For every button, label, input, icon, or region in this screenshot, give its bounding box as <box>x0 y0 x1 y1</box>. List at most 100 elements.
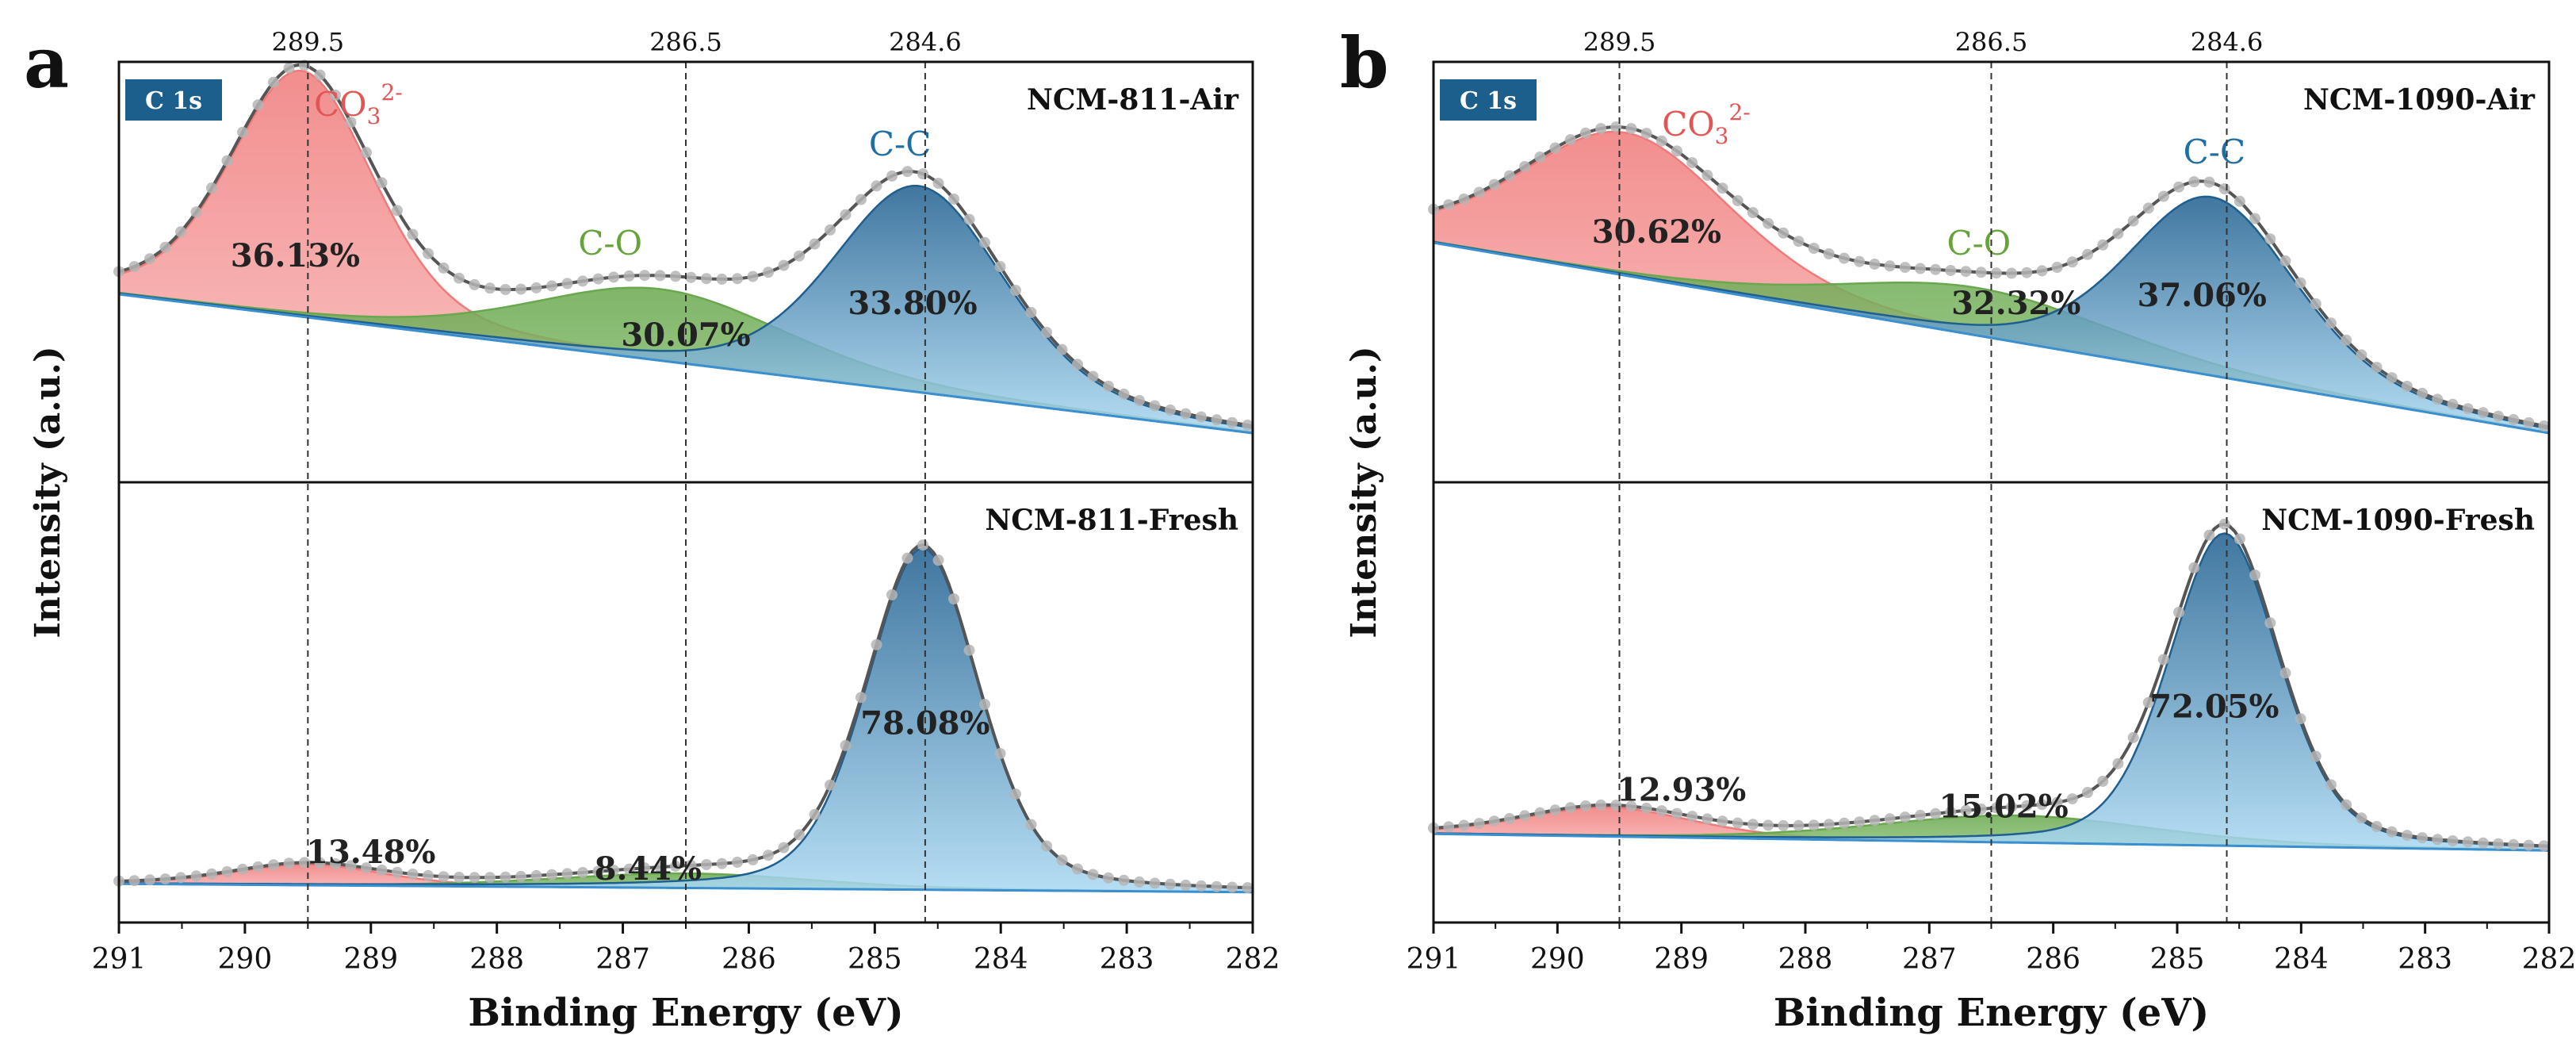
subplot-NCM-1090-Air: NCM-1090-Air 30.62% 32.32% 37.06% CO32- C-O C-… <box>1428 83 2551 435</box>
data-point <box>1869 259 1881 270</box>
data-point <box>948 193 959 205</box>
data-point <box>2523 839 2535 851</box>
data-point <box>1165 878 1176 890</box>
data-point <box>175 226 186 238</box>
data-point <box>2295 277 2306 289</box>
data-point <box>2371 821 2383 832</box>
data-point <box>825 779 836 791</box>
data-point <box>1930 263 1942 275</box>
data-point <box>1025 819 1037 830</box>
subplot-NCM-1090-Fresh: NCM-1090-Fresh 12.93% 15.02% 72.05% <box>1428 504 2551 852</box>
panel-letter: a <box>24 21 69 104</box>
data-point <box>1087 370 1099 382</box>
peak-percent-label: 8.44% <box>595 850 702 888</box>
data-point <box>1975 267 1987 278</box>
x-tick-label: 289 <box>343 943 398 976</box>
data-point <box>794 250 805 262</box>
data-point <box>763 850 774 861</box>
data-point <box>2051 796 2063 808</box>
data-point <box>221 866 233 877</box>
data-point <box>1227 881 1238 893</box>
data-point <box>917 168 928 180</box>
data-point <box>546 280 557 292</box>
data-point <box>1625 123 1637 135</box>
data-point <box>2188 562 2200 573</box>
data-point <box>840 739 852 751</box>
reference-line-label: 284.6 <box>2191 27 2264 57</box>
data-point <box>994 261 1006 273</box>
species-label: C-O <box>578 224 642 263</box>
x-tick-label: 287 <box>595 943 650 976</box>
x-tick-label: 287 <box>1902 943 1957 976</box>
data-point <box>1960 804 1972 816</box>
data-point <box>855 692 867 704</box>
data-point <box>206 868 217 880</box>
data-point <box>1884 813 1896 825</box>
x-tick-label: 291 <box>1407 943 1461 976</box>
data-point <box>1915 809 1926 821</box>
data-point <box>2127 215 2139 227</box>
data-point <box>716 857 728 869</box>
species-label-main: CO <box>1662 105 1715 144</box>
data-point <box>1778 819 1789 831</box>
data-point <box>2447 398 2459 410</box>
data-point <box>1747 819 1759 830</box>
data-point <box>1010 285 1021 296</box>
data-point <box>716 273 728 285</box>
data-point <box>407 228 419 240</box>
data-point <box>2173 181 2185 193</box>
data-point <box>1488 815 1500 827</box>
badge-box <box>125 79 222 121</box>
data-point <box>2082 248 2093 260</box>
data-point <box>1655 805 1667 817</box>
data-point <box>237 863 248 875</box>
data-point <box>1899 262 1911 274</box>
data-point <box>345 117 357 128</box>
data-point <box>623 270 635 282</box>
data-point <box>2538 840 2550 852</box>
data-point <box>608 271 619 283</box>
data-point <box>546 869 557 880</box>
badge-label: C 1s <box>1460 87 1517 115</box>
species-label-sup: 2- <box>1728 99 1750 125</box>
sample-name: NCM-811-Air <box>1027 83 1239 117</box>
data-point <box>2006 801 2018 813</box>
data-point <box>2447 835 2459 846</box>
data-point <box>1473 186 1485 198</box>
peak-percent-label: 33.80% <box>848 285 977 322</box>
data-point <box>1242 882 1254 894</box>
data-point <box>2325 317 2337 329</box>
data-point <box>376 865 388 876</box>
x-tick-label: 285 <box>2150 943 2205 976</box>
data-point <box>1869 815 1881 827</box>
x-tick-label: 283 <box>1100 943 1154 976</box>
data-point <box>1103 872 1114 884</box>
data-point <box>1503 170 1515 182</box>
data-point <box>1701 170 1713 181</box>
data-point <box>1671 145 1682 157</box>
data-point <box>1701 813 1713 825</box>
data-point <box>794 829 805 841</box>
data-point <box>577 275 588 287</box>
x-tick-label: 290 <box>1530 943 1585 976</box>
data-point <box>144 253 155 265</box>
data-point <box>685 860 697 871</box>
data-point <box>2218 183 2230 194</box>
data-point <box>1519 810 1531 822</box>
data-point <box>2538 420 2550 432</box>
data-point <box>1519 161 1531 172</box>
data-point <box>840 209 852 221</box>
data-point <box>2157 190 2169 202</box>
data-point <box>809 808 821 820</box>
data-point <box>1671 807 1682 819</box>
data-point <box>515 870 526 882</box>
data-point <box>1839 817 1850 829</box>
data-point <box>2341 799 2352 811</box>
data-point <box>608 865 619 876</box>
badge-box <box>1440 79 1537 121</box>
species-label-main: C-C <box>2184 132 2245 171</box>
data-point <box>144 874 155 886</box>
data-point <box>361 862 372 874</box>
x-tick-label: 290 <box>218 943 273 976</box>
